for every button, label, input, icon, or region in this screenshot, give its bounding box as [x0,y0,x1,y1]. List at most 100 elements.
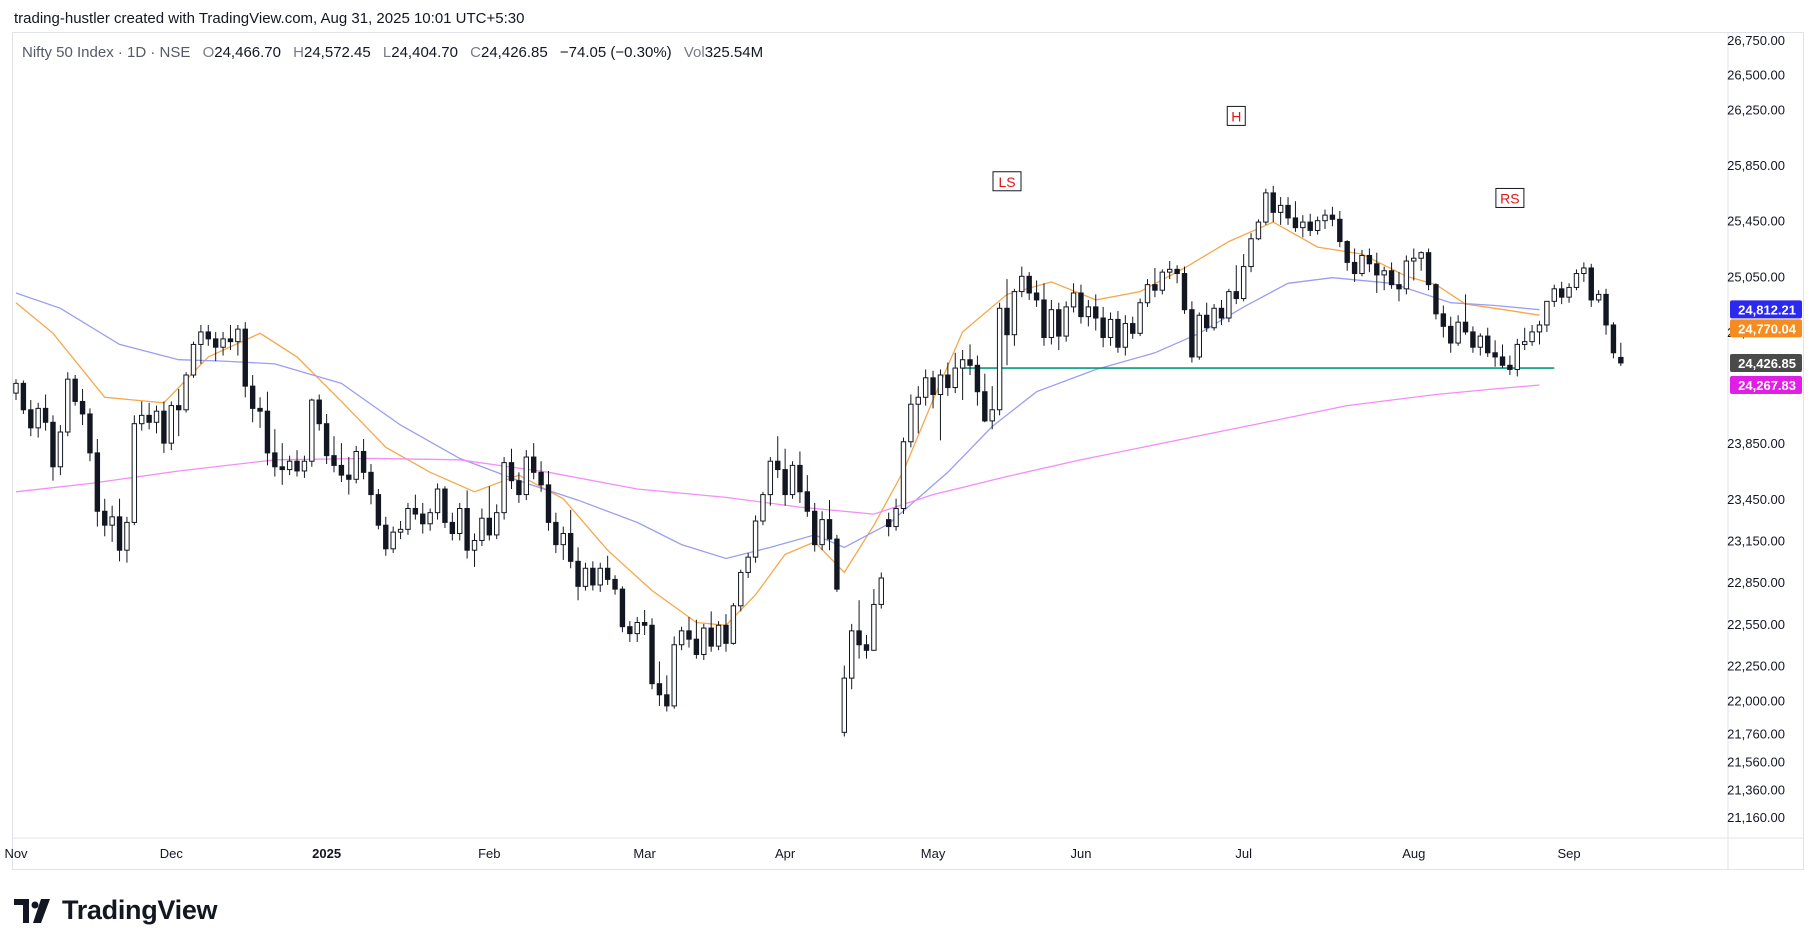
candle-body [1152,284,1158,291]
candle [575,547,581,601]
candle [1507,355,1513,376]
candle [353,445,359,484]
candle [627,621,633,642]
y-tick-label: 21,360.00 [1727,782,1785,797]
x-tick-label: Aug [1402,846,1425,861]
candle [1122,315,1129,356]
candle [1300,215,1306,238]
candle [383,516,389,556]
candle [161,401,167,453]
candle-body [1603,293,1609,326]
candle-body [693,638,700,655]
candle [715,621,722,651]
candle-body [479,517,485,541]
candle [1152,267,1158,298]
candle-body [656,683,663,696]
candle [205,324,211,346]
candle-body [1203,314,1210,329]
candle [405,502,411,535]
footer-logo[interactable]: TradingView [14,895,218,926]
candle-body [708,627,714,647]
candle [1329,206,1336,227]
candle [65,372,71,437]
candle [464,490,470,559]
candle-body [1277,204,1284,213]
y-tick-label: 22,550.00 [1727,617,1785,632]
ohlc-legend: Nifty 50 Index · 1D · NSE O24,466.70 H24… [22,44,763,61]
candle [235,324,241,356]
candle [94,438,101,527]
candle [701,623,707,661]
candle-body [1610,324,1617,354]
candle [1314,216,1321,235]
candle [1403,255,1410,295]
candle [752,515,759,563]
x-tick-label: Dec [160,846,184,861]
candle-body [1462,321,1469,333]
candle [1085,299,1092,327]
candle [922,369,929,406]
candle [738,569,744,612]
candle [50,415,56,481]
candle [1551,284,1557,307]
candle-body [1240,266,1247,300]
candle-body [575,560,581,587]
legend-open: 24,466.70 [214,44,281,61]
candle-body [701,627,707,655]
candle-body [1226,291,1232,319]
candle [1041,283,1047,346]
candle-body [863,644,870,651]
candle [1307,213,1313,236]
y-tick-label: 22,000.00 [1727,693,1785,708]
legend-high-label: H [293,44,304,61]
candle [1033,280,1040,307]
candle-body [1107,318,1114,338]
chart-frame[interactable] [12,32,1804,870]
candle-body [1544,300,1550,326]
candle-body [28,409,34,429]
candle-body [782,469,788,496]
candle [590,561,596,591]
candle [604,555,611,585]
candle [1566,283,1572,303]
candle-body [1048,309,1055,338]
candle [671,636,677,709]
candle-body [1337,218,1343,243]
candle [582,562,589,591]
candle-body [775,460,781,471]
candle-body [1581,267,1587,275]
candle-body [494,512,500,536]
candle [360,438,367,480]
candle-body [730,605,737,644]
candle [1107,312,1114,346]
candle-body [1366,254,1373,265]
candle-body [168,405,175,444]
candle [841,665,848,737]
candle-body [1448,325,1454,344]
candle-body [1351,261,1358,275]
candle-body [375,494,382,526]
candle-body [893,507,899,528]
price-badge: 24,770.04 [1730,319,1802,338]
candle-body [1063,306,1069,337]
candle [530,443,537,480]
candle [553,512,559,553]
candle-body [176,405,182,411]
candle [1100,306,1106,348]
candle [612,575,618,595]
candle [1499,344,1506,369]
legend-change: −74.05 (−0.30%) [559,44,672,61]
candle [1056,302,1062,350]
y-tick-label: 21,160.00 [1727,810,1785,825]
candle-body [908,403,914,443]
pattern-label-text: LS [998,174,1015,190]
price-badge-box [1730,300,1802,319]
candle [13,379,19,401]
y-tick-label: 21,760.00 [1727,727,1785,742]
candle [301,455,308,478]
candle [634,616,640,642]
candle [1211,304,1217,331]
candle-body [900,441,907,509]
candle [368,464,374,505]
